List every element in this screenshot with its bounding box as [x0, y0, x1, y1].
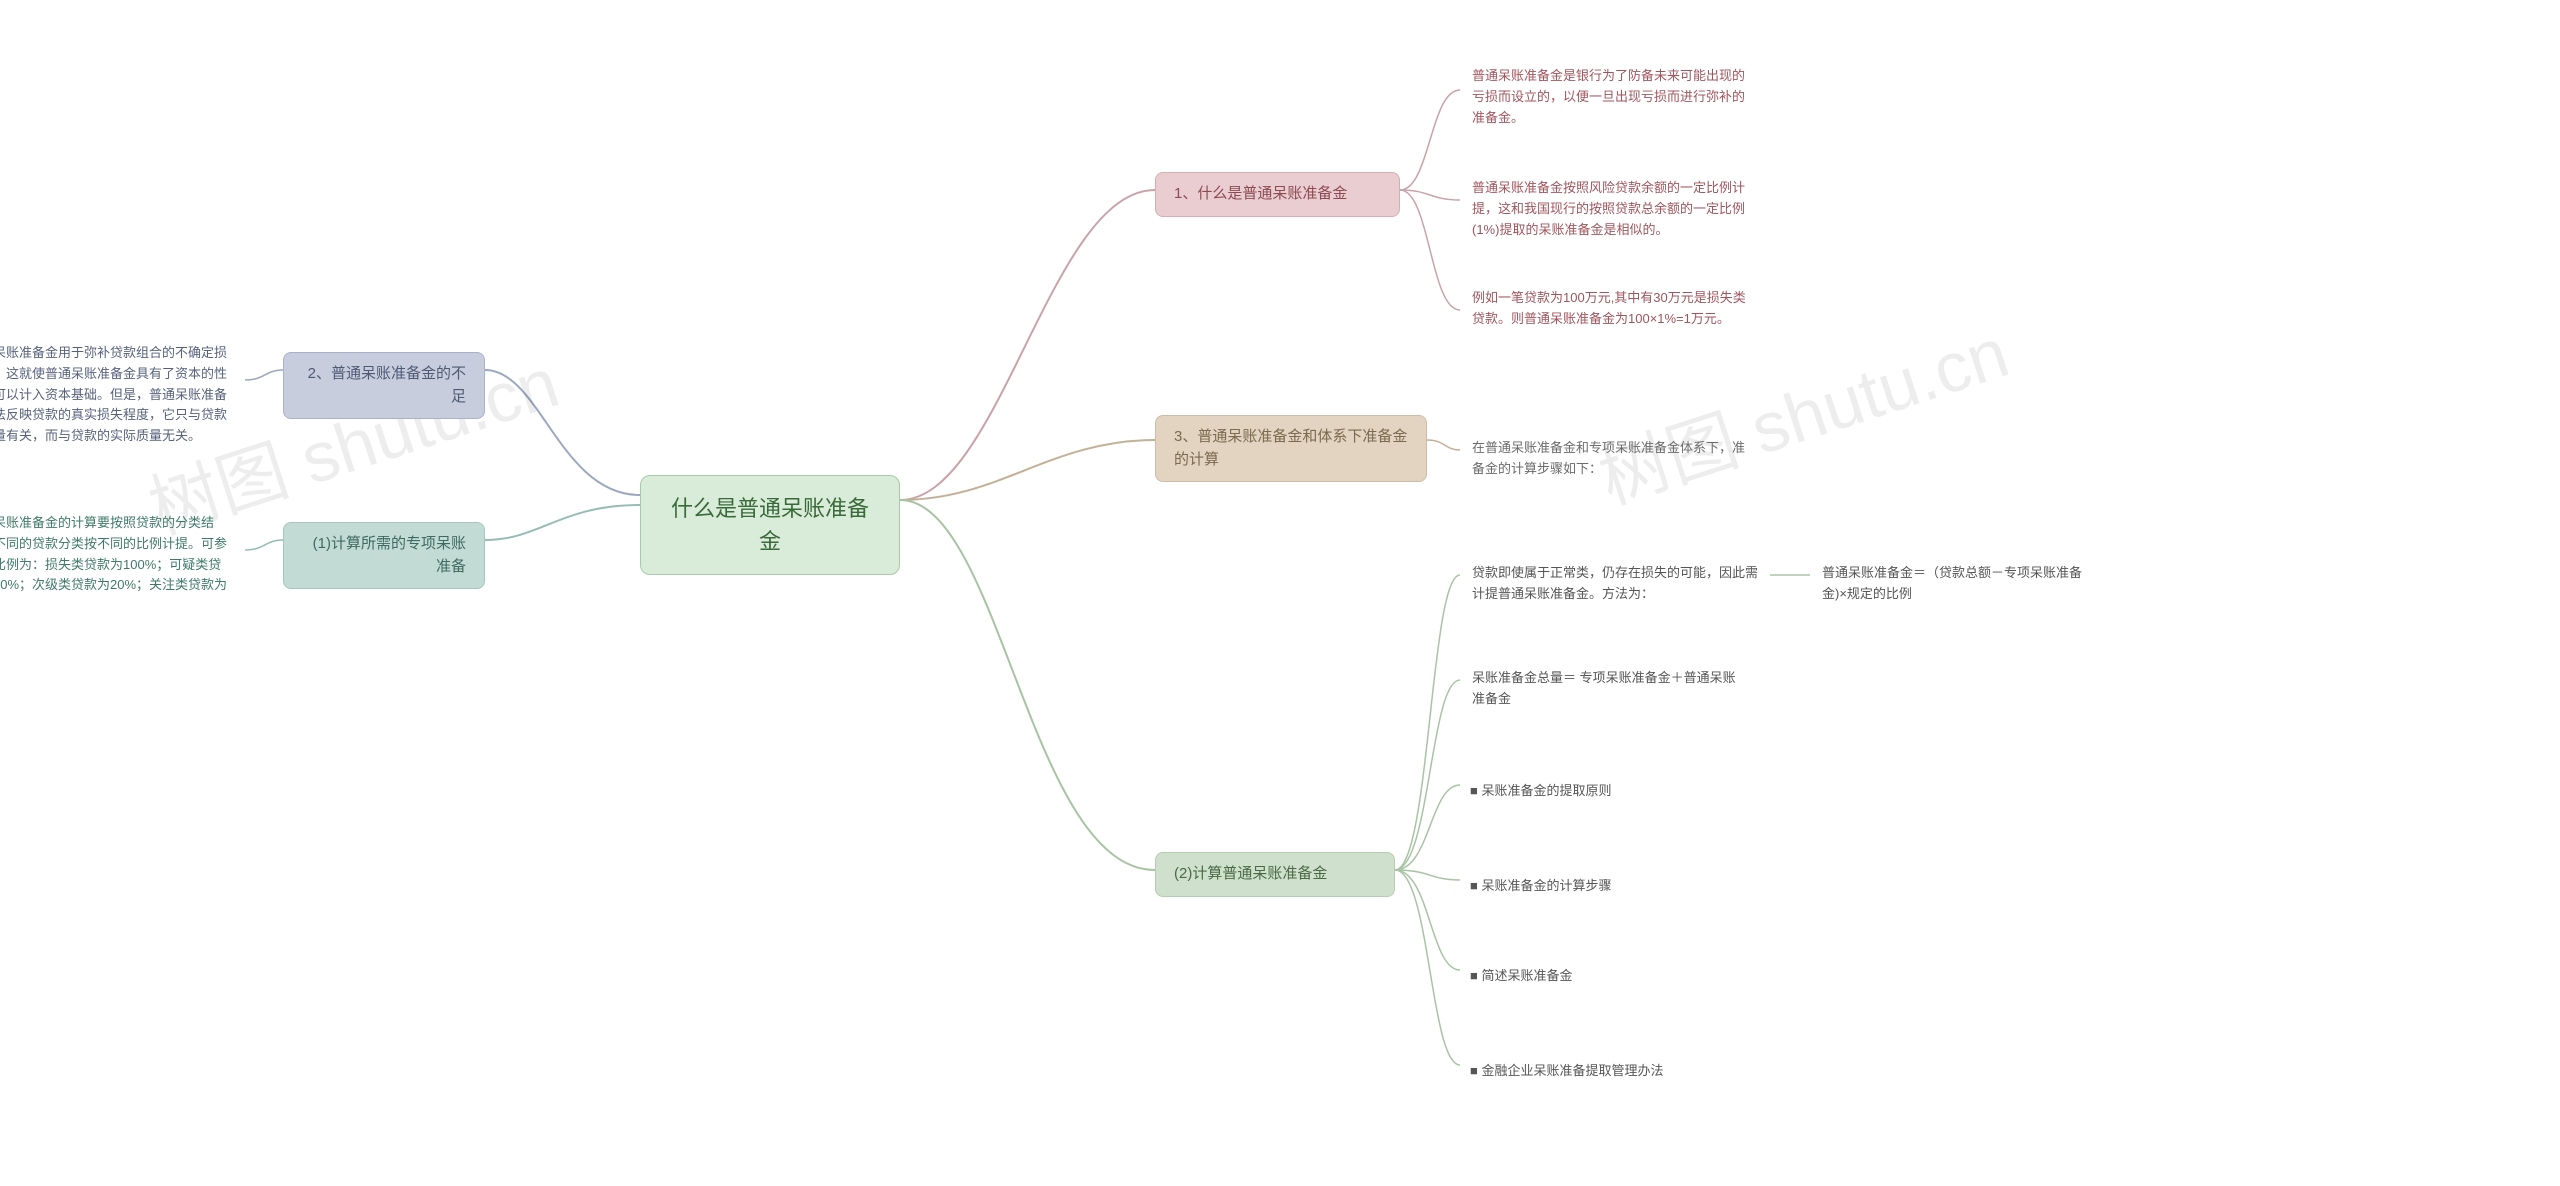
branch-3[interactable]: 3、普通呆账准备金和体系下准备金的计算	[1155, 415, 1427, 482]
branch-5[interactable]: (1)计算所需的专项呆账准备	[283, 522, 485, 589]
branch-1-leaf-3: 例如一笔贷款为100万元,其中有30万元是损失类贷款。则普通呆账准备金为100×…	[1460, 280, 1765, 338]
branch-4-leaf-2: 呆账准备金总量＝ 专项呆账准备金＋普通呆账准备金	[1460, 660, 1750, 718]
branch-5-leaf-1: 专项呆账准备金的计算要按照贷款的分类结果，不同的贷款分类按不同的比例计提。可参考…	[0, 505, 245, 625]
branch-3-leaf-1: 在普通呆账准备金和专项呆账准备金体系下，准备金的计算步骤如下：	[1460, 430, 1765, 488]
branch-2-leaf-1: 普通呆账准备金用于弥补贷款组合的不确定损失的，这就使普通呆账准备金具有了资本的性…	[0, 335, 245, 455]
branch-1-leaf-2: 普通呆账准备金按照风险贷款余额的一定比例计提，这和我国现行的按照贷款总余额的一定…	[1460, 170, 1765, 248]
branch-1-leaf-1: 普通呆账准备金是银行为了防备未来可能出现的亏损而设立的，以便一旦出现亏损而进行弥…	[1460, 58, 1765, 136]
branch-4-leaf-4: ■ 呆账准备金的计算步骤	[1460, 870, 1621, 902]
root-node[interactable]: 什么是普通呆账准备金	[640, 475, 900, 575]
branch-4-leaf-6: ■ 金融企业呆账准备提取管理办法	[1460, 1055, 1673, 1087]
branch-1[interactable]: 1、什么是普通呆账准备金	[1155, 172, 1400, 217]
branch-2[interactable]: 2、普通呆账准备金的不足	[283, 352, 485, 419]
branch-4-leaf-1b: 普通呆账准备金＝（贷款总额－专项呆账准备金)×规定的比例	[1810, 555, 2100, 613]
branch-4-leaf-5: ■ 简述呆账准备金	[1460, 960, 1582, 992]
branch-4-leaf-1: 贷款即使属于正常类，仍存在损失的可能，因此需计提普通呆账准备金。方法为：	[1460, 555, 1770, 613]
branch-4-leaf-3: ■ 呆账准备金的提取原则	[1460, 775, 1621, 807]
branch-4[interactable]: (2)计算普通呆账准备金	[1155, 852, 1395, 897]
